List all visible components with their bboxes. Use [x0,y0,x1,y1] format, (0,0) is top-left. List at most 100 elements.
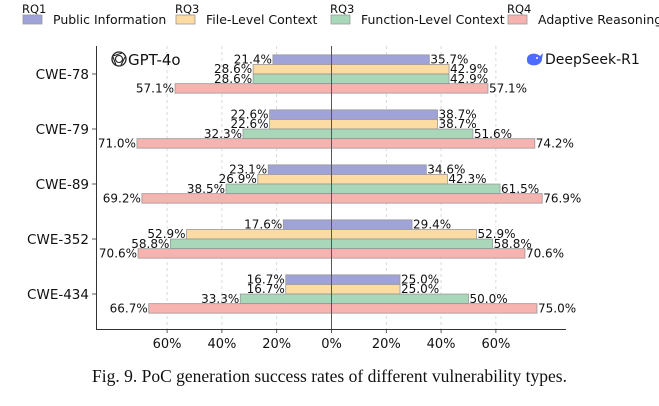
legend-tag: RQ3 [330,2,354,16]
value-label-deepseek: 35.7% [430,53,468,67]
bar-gpt4o-cwe-434-s0 [285,274,332,285]
value-label-deepseek: 50.0% [470,292,508,306]
value-label-gpt4o: 57.1% [136,81,174,95]
value-label-deepseek: 51.6% [474,127,512,141]
bar-gpt4o-cwe-352-s0 [282,219,332,230]
value-label-gpt4o: 28.6% [214,72,252,86]
value-label-deepseek: 70.6% [526,246,564,260]
bar-gpt4o-cwe-78-s2 [252,73,332,84]
value-label-deepseek: 29.4% [413,218,451,232]
value-label-deepseek: 25.0% [401,273,439,287]
bar-deepseek-cwe-78-s2 [331,73,450,84]
figure-caption: Fig. 9. PoC generation success rates of … [92,366,567,386]
value-label-deepseek: 76.9% [543,191,581,205]
value-label-deepseek: 61.5% [501,182,539,196]
bar-deepseek-cwe-434-s0 [331,274,401,285]
model-label-right: DeepSeek-R1 [527,52,640,68]
value-label-deepseek: 25.0% [401,282,439,296]
deepseek-whale-icon [527,53,543,66]
model-label-left: GPT-4o [111,51,181,69]
bar-gpt4o-cwe-79-s1 [269,119,332,130]
value-label-gpt4o: 32.3% [204,127,242,141]
value-label-gpt4o: 28.6% [214,62,252,76]
legend-label: Public Information [53,12,166,27]
value-label-gpt4o: 38.5% [187,182,225,196]
value-label-deepseek: 74.2% [536,136,574,150]
openai-logo-icon [111,51,127,67]
x-tick-labels: 60% 40% 20% 0% 20% 40% 60% [153,329,510,352]
bar-deepseek-cwe-352-s2 [331,238,494,249]
value-label-gpt4o: 16.7% [247,282,285,296]
bar-deepseek-cwe-79-s1 [331,119,438,130]
value-label-deepseek: 42.3% [448,172,486,186]
x-tick-label: 60% [481,337,510,352]
y-tick-label: CWE-434 [27,287,89,303]
y-tick-label: CWE-89 [36,177,89,193]
y-tick-label: CWE-78 [36,67,89,83]
value-label-gpt4o: 23.1% [229,163,267,177]
y-tick-labels: CWE-78 CWE-79 CWE-89 CWE-352 CWE-434 [27,67,96,303]
y-tick-label: CWE-79 [36,122,89,138]
x-tick-label: 20% [262,337,291,352]
x-tick-label: 40% [207,337,236,352]
x-tick-label: 0% [321,337,342,352]
value-label-deepseek: 52.9% [477,227,515,241]
legend-swatch [330,14,351,25]
value-label-deepseek: 42.9% [450,62,488,76]
legend-label: Function-Level Context [361,12,505,27]
right-model-name: DeepSeek-R1 [545,52,640,68]
legend-label: Adaptive Reasoning [538,12,659,27]
value-label-deepseek: 38.7% [439,117,477,131]
value-label-gpt4o: 17.6% [244,218,282,232]
x-tick-label: 20% [372,337,401,352]
value-label-deepseek: 42.9% [450,72,488,86]
bar-deepseek-cwe-78-s0 [331,54,430,65]
value-label-gpt4o: 16.7% [247,273,285,287]
bar-deepseek-cwe-434-s1 [331,284,401,295]
legend-swatch [507,14,528,25]
value-label-deepseek: 34.6% [427,163,465,177]
value-label-gpt4o: 58.8% [131,237,169,251]
value-label-gpt4o: 26.9% [219,172,257,186]
x-tick-label: 60% [153,337,182,352]
legend-tag: RQ1 [22,2,46,16]
bar-gpt4o-cwe-78-s0 [272,54,332,65]
bar-deepseek-cwe-352-s0 [331,219,413,230]
bar-gpt4o-cwe-434-s3 [148,303,332,314]
value-label-gpt4o: 33.3% [201,292,239,306]
value-label-gpt4o: 52.9% [147,227,185,241]
bar-gpt4o-cwe-352-s2 [169,238,332,249]
bar-gpt4o-cwe-434-s1 [285,284,332,295]
value-label-deepseek: 75.0% [538,301,576,315]
x-tick-label: 40% [427,337,456,352]
value-label-deepseek: 58.8% [494,237,532,251]
value-labels: 21.4% 35.7% 22.6% 38.7% 23.1% 34.6% 17.6% 29.4%… [98,53,581,316]
bar-deepseek-cwe-89-s0 [331,164,427,175]
value-label-gpt4o: 71.0% [98,136,136,150]
left-model-name: GPT-4o [128,51,181,69]
bar-deepseek-cwe-79-s0 [331,109,438,120]
legend: RQ1 Public Information RQ3 File-Level Conte… [22,2,659,27]
bar-deepseek-cwe-352-s1 [331,229,477,240]
bar-gpt4o-cwe-79-s0 [269,109,332,120]
bar-gpt4o-cwe-89-s1 [257,174,332,185]
bar-gpt4o-cwe-89-s3 [141,193,332,204]
bar-gpt4o-cwe-89-s0 [267,164,332,175]
value-label-gpt4o: 22.6% [230,108,268,122]
legend-tag: RQ3 [175,2,199,16]
bar-deepseek-cwe-434-s2 [331,293,469,304]
value-label-gpt4o: 22.6% [230,117,268,131]
value-label-gpt4o: 21.4% [234,53,272,67]
legend-swatch [175,14,196,25]
value-label-gpt4o: 66.7% [110,301,148,315]
legend-tag: RQ4 [507,2,531,16]
value-label-deepseek: 57.1% [489,81,527,95]
value-label-gpt4o: 69.2% [103,191,141,205]
legend-label: File-Level Context [206,12,317,27]
value-label-gpt4o: 70.6% [99,246,137,260]
bar-gpt4o-cwe-78-s3 [174,83,332,94]
y-tick-label: CWE-352 [27,232,89,248]
axes [96,46,566,330]
legend-swatch [22,14,43,25]
